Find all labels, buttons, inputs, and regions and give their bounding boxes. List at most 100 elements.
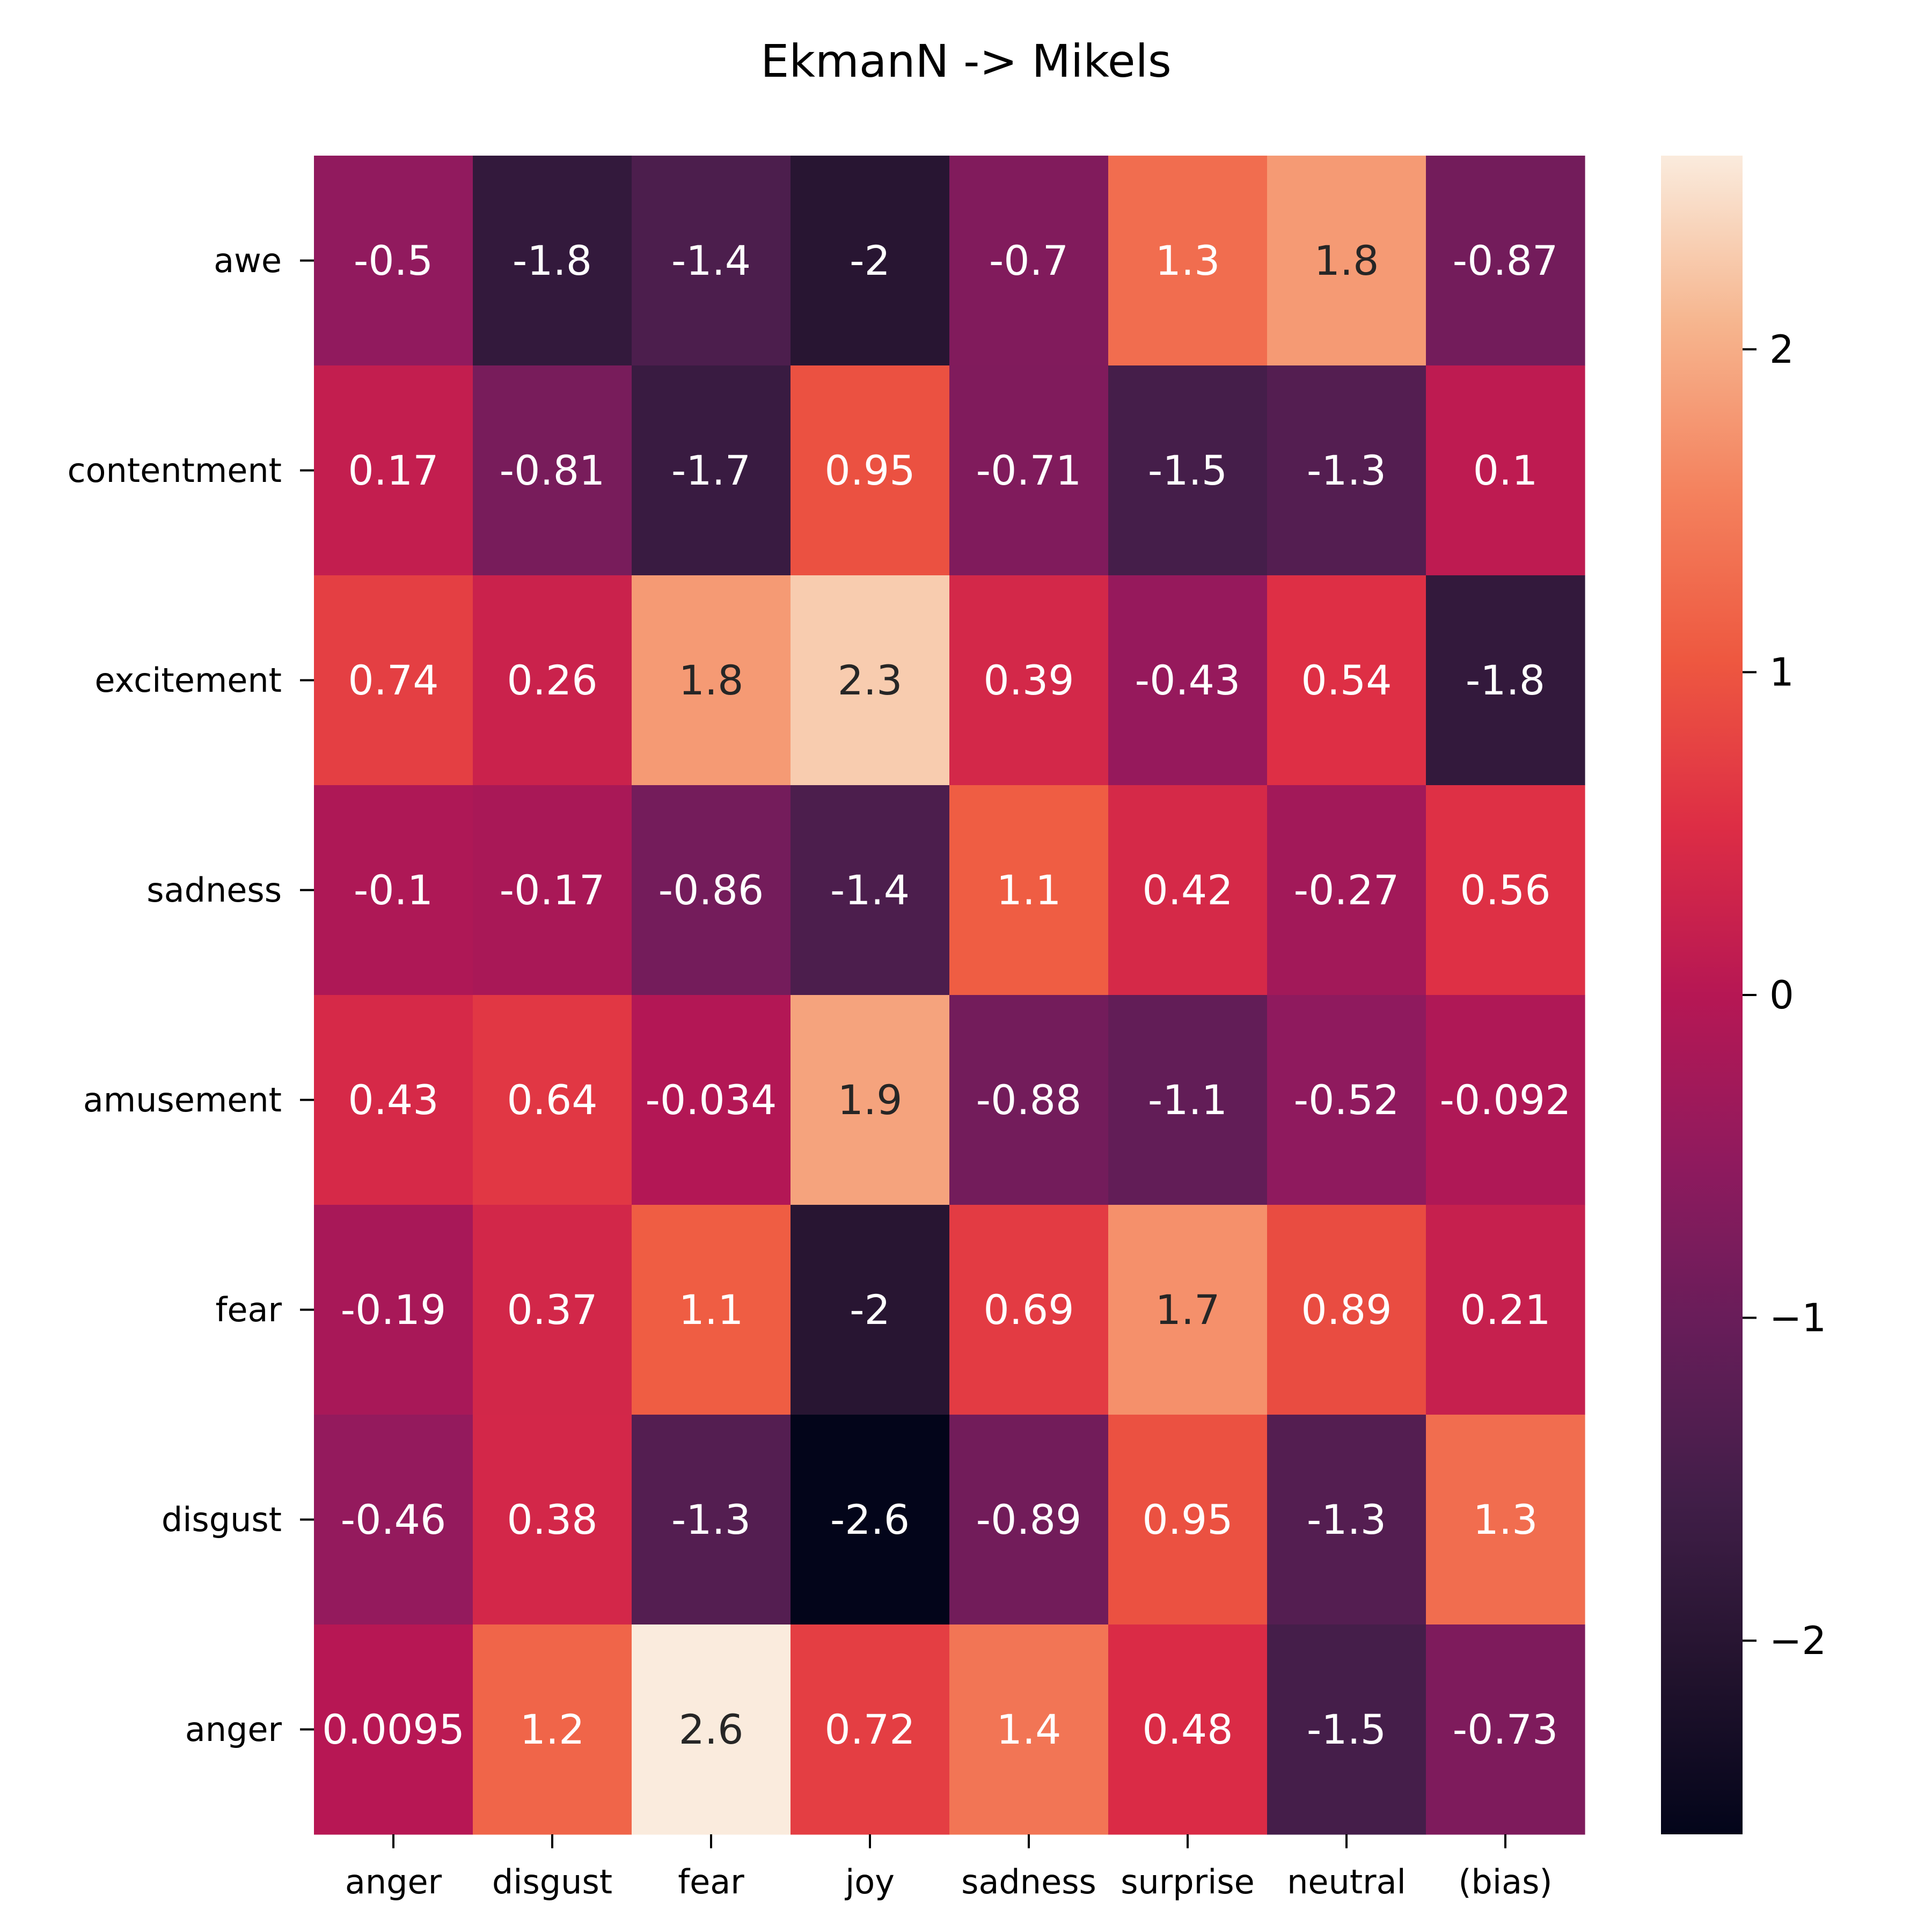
- heatmap-cell: [1108, 156, 1268, 366]
- heatmap-cell: [791, 365, 950, 576]
- heatmap-cell: [314, 995, 473, 1205]
- cell-value-label: -0.89: [976, 1496, 1082, 1543]
- cell-value-label: -0.46: [341, 1496, 447, 1543]
- cell-value-label: -0.71: [976, 447, 1082, 494]
- heatmap-cell: [1426, 1415, 1585, 1625]
- heatmap-cell: [949, 785, 1109, 996]
- cell-value-label: -1.3: [1307, 1496, 1386, 1543]
- cell-value-label: 0.89: [1301, 1286, 1392, 1334]
- cell-value-label: 0.43: [348, 1076, 438, 1124]
- heatmap-cell: [314, 1624, 473, 1835]
- cell-value-label: 2.3: [838, 656, 903, 704]
- y-tick-label: excitement: [94, 661, 282, 700]
- heatmap-cell: [949, 575, 1109, 786]
- cell-value-label: 0.37: [507, 1286, 597, 1334]
- colorbar-tick-label: −2: [1769, 1618, 1826, 1663]
- y-tick-label: awe: [214, 241, 282, 280]
- cell-value-label: 0.21: [1460, 1286, 1550, 1334]
- heatmap-cell: [632, 575, 791, 786]
- cell-value-label: 2.6: [679, 1706, 744, 1753]
- cell-value-label: 0.56: [1460, 866, 1550, 914]
- cell-value-label: -2: [850, 237, 890, 284]
- cell-value-label: -0.86: [658, 866, 764, 914]
- x-tick-label: anger: [345, 1862, 442, 1901]
- heatmap-cell: [1267, 365, 1426, 576]
- cell-value-label: 0.39: [983, 656, 1074, 704]
- heatmap-cell: [632, 1415, 791, 1625]
- cell-value-label: -0.19: [341, 1286, 447, 1334]
- heatmap-cell: [1426, 1205, 1585, 1415]
- heatmap-cell: [1267, 1624, 1426, 1835]
- colorbar-tick-label: 1: [1769, 649, 1794, 694]
- cell-value-label: 0.95: [824, 447, 915, 494]
- cell-value-label: -0.092: [1440, 1076, 1571, 1124]
- y-tick-label: amusement: [83, 1080, 282, 1119]
- heatmap-cell: [949, 156, 1109, 366]
- x-tick-label: sadness: [961, 1862, 1096, 1901]
- heatmap-cell: [632, 785, 791, 996]
- colorbar-gradient: [1661, 156, 1743, 1834]
- heatmap-cell: [791, 1205, 950, 1415]
- cell-value-label: -0.81: [500, 447, 605, 494]
- y-tick-label: fear: [216, 1290, 282, 1329]
- heatmap-cell: [314, 365, 473, 576]
- y-axis: awe contentment excitement sadness amusement…: [67, 241, 314, 1749]
- y-tick-label: anger: [185, 1710, 282, 1749]
- heatmap-cell: [1426, 995, 1585, 1205]
- heatmap-cell: [949, 1415, 1109, 1625]
- chart-title: EkmanN -> Mikels: [760, 35, 1171, 87]
- cell-value-label: 0.1: [1473, 447, 1538, 494]
- cell-value-label: 0.64: [507, 1076, 597, 1124]
- heatmap-cell: [314, 785, 473, 996]
- heatmap-cell: [949, 365, 1109, 576]
- heatmap-cell: [314, 156, 473, 366]
- cell-value-label: 1.9: [838, 1076, 903, 1124]
- x-tick-label: neutral: [1287, 1862, 1406, 1901]
- cell-value-label: 1.2: [520, 1706, 585, 1753]
- heatmap-cell: [473, 995, 632, 1205]
- heatmap-cell: [1108, 1205, 1268, 1415]
- cell-value-label: -0.52: [1294, 1076, 1400, 1124]
- cell-value-label: -0.7: [989, 237, 1069, 284]
- cell-value-label: -1.3: [671, 1496, 751, 1543]
- heatmap-cell: [473, 1624, 632, 1835]
- cell-value-label: -1.5: [1148, 447, 1227, 494]
- heatmap-cell: [1267, 575, 1426, 786]
- cell-value-label: 1.8: [679, 656, 744, 704]
- heatmap-cell: [791, 1624, 950, 1835]
- cell-value-label: -1.8: [1466, 656, 1545, 704]
- heatmap-cell: [632, 365, 791, 576]
- heatmap-cell: [1426, 575, 1585, 786]
- cell-value-label: 0.72: [824, 1706, 915, 1753]
- cell-value-label: 1.4: [997, 1706, 1062, 1753]
- cell-value-label: -0.1: [354, 866, 433, 914]
- heatmap-cell: [1108, 995, 1268, 1205]
- cell-value-label: 0.69: [983, 1286, 1074, 1334]
- heatmap-cell: [1426, 156, 1585, 366]
- cell-value-label: -2.6: [830, 1496, 910, 1543]
- cell-value-label: 0.26: [507, 656, 597, 704]
- heatmap-cell: [473, 156, 632, 366]
- heatmap-cell: [1267, 995, 1426, 1205]
- cell-value-label: -0.17: [500, 866, 605, 914]
- colorbar-tick-label: −1: [1769, 1296, 1826, 1341]
- cell-value-label: 0.74: [348, 656, 438, 704]
- heatmap-cell: [791, 156, 950, 366]
- heatmap-cell: [1426, 365, 1585, 576]
- cell-value-label: 0.95: [1142, 1496, 1233, 1543]
- heatmap-cell: [1108, 1415, 1268, 1625]
- cell-value-label: 0.38: [507, 1496, 597, 1543]
- heatmap-cell: [1108, 365, 1268, 576]
- heatmap-cell: [1267, 1205, 1426, 1415]
- heatmap-cell: [949, 1205, 1109, 1415]
- cell-value-label: 1.1: [997, 866, 1062, 914]
- heatmap-cell: [473, 785, 632, 996]
- heatmap-cell: [949, 995, 1109, 1205]
- cell-value-label: 0.42: [1142, 866, 1233, 914]
- heatmap-cell: [1426, 1624, 1585, 1835]
- cell-value-label: -1.7: [671, 447, 751, 494]
- cell-value-label: -1.3: [1307, 447, 1386, 494]
- heatmap-cell: [314, 575, 473, 786]
- heatmap-cell: [473, 575, 632, 786]
